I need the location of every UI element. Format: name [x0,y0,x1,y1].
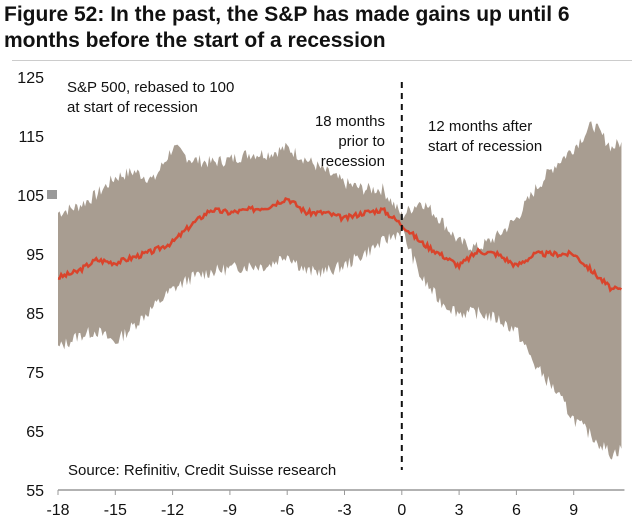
x-tick-label: -12 [161,502,184,519]
x-tick-label: 9 [569,502,578,519]
annotation-right-1: 12 months after [428,118,532,135]
x-tick-label: 0 [397,502,406,519]
y-tick-label: 75 [26,365,44,382]
x-tick-label: -6 [280,502,294,519]
annotation-left-2: prior to [338,133,385,150]
x-tick-label: -3 [337,502,351,519]
y-tick-label: 95 [26,247,44,264]
dropdown-icon[interactable] [47,190,57,199]
annotation-left-3: recession [321,153,385,170]
y-tick-label: 105 [17,188,44,205]
subtitle-line-2: at start of recession [67,99,198,116]
x-tick-label: 3 [455,502,464,519]
annotation-left-1: 18 months [315,113,385,130]
x-tick-label: -9 [223,502,237,519]
x-tick-label: -18 [46,502,69,519]
x-tick-label: -15 [104,502,127,519]
y-tick-label: 115 [18,129,44,146]
title-divider [12,60,632,61]
x-axis-ticks: -18 -15 -12 -9 -6 -3 0 3 6 9 [46,490,578,519]
range-band [58,121,622,460]
mean-series [57,196,623,293]
y-tick-label: 55 [26,483,44,500]
y-tick-label: 65 [26,424,44,441]
annotation-right-2: start of recession [428,138,542,155]
mean-line [57,196,623,293]
chart-title: Figure 52: In the past, the S&P has made… [4,3,570,52]
y-tick-label: 125 [17,70,44,87]
y-tick-label: 85 [26,306,44,323]
source-note: Source: Refinitiv, Credit Suisse researc… [68,462,336,479]
subtitle-line-1: S&P 500, rebased to 100 [67,79,234,96]
y-axis-ticks: 125 115 105 95 85 75 65 55 [17,70,44,500]
range-band-area [58,121,622,460]
x-tick-label: 6 [512,502,521,519]
